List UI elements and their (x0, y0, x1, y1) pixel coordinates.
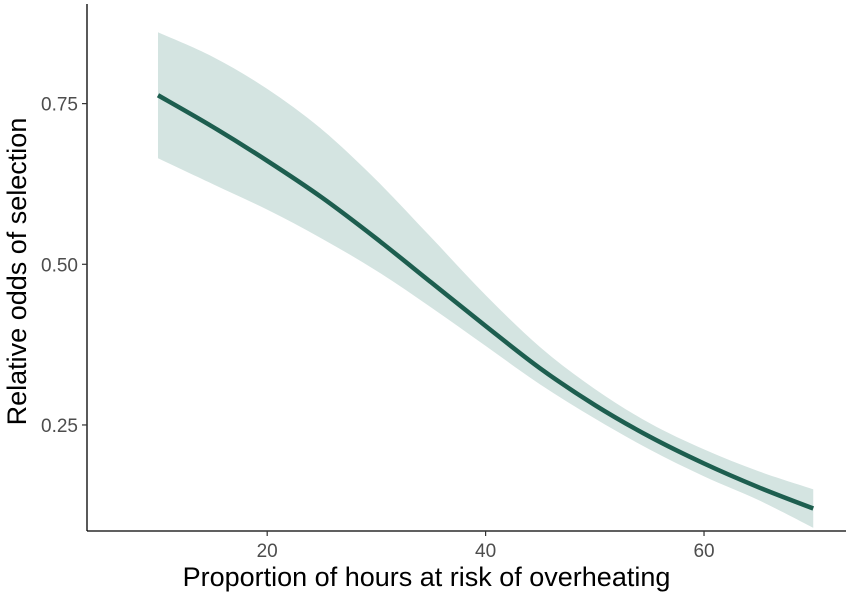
plot-area (156, 32, 815, 528)
x-axis-title: Proportion of hours at risk of overheati… (183, 562, 671, 592)
y-axis-ticks: 0.25 0.50 0.75 (41, 95, 87, 437)
y-tick-label: 0.50 (41, 255, 78, 276)
fitted-line (156, 93, 815, 511)
y-tick-label: 0.25 (41, 416, 78, 437)
confidence-ribbon (157, 32, 814, 528)
x-tick-label: 60 (693, 541, 714, 562)
x-axis-ticks: 20 40 60 (257, 531, 715, 562)
y-axis-title: Relative odds of selection (2, 118, 32, 426)
y-tick-label: 0.75 (41, 95, 78, 116)
x-tick-label: 20 (257, 541, 278, 562)
x-tick-label: 40 (475, 541, 496, 562)
